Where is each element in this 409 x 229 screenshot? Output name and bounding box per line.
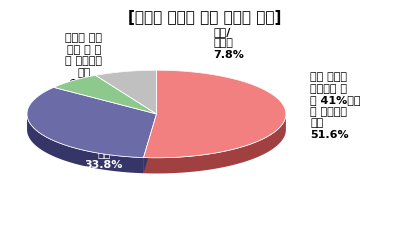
- Polygon shape: [95, 71, 156, 114]
- Text: 한국이 미국
보다 더 많
이 부담해야
한다
6.8%: 한국이 미국 보다 더 많 이 부담해야 한다 6.8%: [65, 33, 102, 89]
- Polygon shape: [54, 76, 156, 114]
- Polygon shape: [143, 71, 285, 158]
- Polygon shape: [95, 71, 156, 114]
- Polygon shape: [143, 114, 156, 174]
- Text: 한국과 미국
이 동등하게
지출해야
한다
33.8%: 한국과 미국 이 동등하게 지출해야 한다 33.8%: [85, 113, 123, 169]
- Text: 모음/
무응답
7.8%: 모음/ 무응답 7.8%: [213, 27, 243, 60]
- Polygon shape: [27, 115, 143, 174]
- Polygon shape: [143, 114, 156, 174]
- Polygon shape: [27, 88, 156, 158]
- Text: [한미간 방위비 지출 비율에 대해]: [한미간 방위비 지출 비율에 대해]: [128, 9, 281, 25]
- Polygon shape: [27, 88, 156, 158]
- Polygon shape: [143, 115, 285, 174]
- Text: 현재 한국이
부담하고 있
는 41%내외
를 유지해야
한다
51.6%: 현재 한국이 부담하고 있 는 41%내외 를 유지해야 한다 51.6%: [309, 72, 360, 139]
- Polygon shape: [54, 76, 156, 114]
- Polygon shape: [143, 71, 285, 158]
